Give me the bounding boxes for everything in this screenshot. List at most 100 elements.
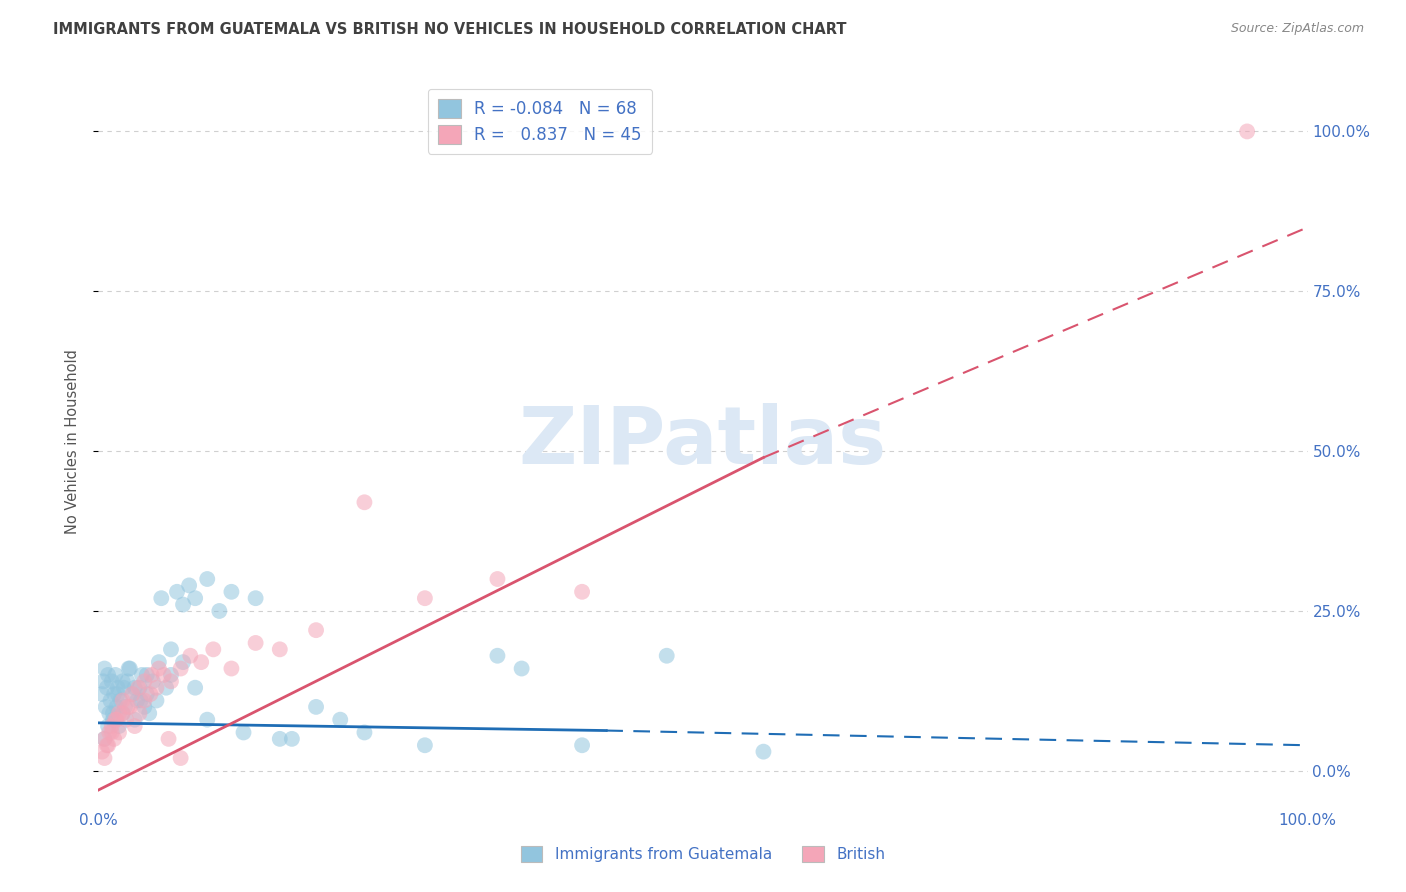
Point: [134, 693, 156, 707]
Text: ZIPatlas: ZIPatlas: [519, 402, 887, 481]
Point: [127, 681, 149, 695]
Point: [97, 719, 120, 733]
Point: [111, 706, 134, 721]
Point: [486, 648, 509, 663]
Point: [190, 655, 212, 669]
Point: [145, 681, 167, 695]
Point: [98, 706, 121, 721]
Point: [93, 731, 115, 746]
Point: [104, 713, 127, 727]
Point: [221, 584, 243, 599]
Point: [124, 681, 146, 695]
Point: [353, 495, 375, 509]
Point: [305, 699, 328, 714]
Point: [172, 655, 194, 669]
Point: [97, 668, 120, 682]
Point: [103, 687, 125, 701]
Point: [486, 572, 509, 586]
Point: [93, 751, 115, 765]
Point: [117, 699, 139, 714]
Point: [128, 706, 150, 721]
Point: [112, 681, 135, 695]
Point: [108, 706, 131, 721]
Point: [128, 681, 150, 695]
Point: [93, 661, 115, 675]
Point: [571, 584, 593, 599]
Point: [184, 591, 207, 606]
Point: [752, 745, 775, 759]
Point: [111, 706, 134, 721]
Point: [139, 687, 162, 701]
Point: [184, 681, 207, 695]
Point: [104, 668, 127, 682]
Point: [160, 668, 183, 682]
Legend: R = -0.084   N = 68, R =   0.837   N = 45: R = -0.084 N = 68, R = 0.837 N = 45: [427, 88, 652, 153]
Point: [202, 642, 225, 657]
Point: [305, 623, 328, 637]
Point: [413, 738, 436, 752]
Point: [127, 693, 149, 707]
Point: [148, 661, 170, 675]
Point: [510, 661, 533, 675]
Point: [281, 731, 304, 746]
Point: [91, 687, 114, 701]
Point: [172, 598, 194, 612]
Point: [221, 661, 243, 675]
Point: [131, 668, 153, 682]
Point: [105, 699, 128, 714]
Point: [124, 719, 146, 733]
Point: [413, 591, 436, 606]
Point: [245, 636, 267, 650]
Point: [208, 604, 231, 618]
Point: [100, 693, 122, 707]
Point: [134, 699, 156, 714]
Point: [98, 725, 121, 739]
Point: [111, 674, 134, 689]
Point: [129, 693, 152, 707]
Point: [195, 713, 218, 727]
Point: [111, 693, 134, 707]
Point: [118, 699, 141, 714]
Point: [101, 706, 124, 721]
Point: [96, 681, 118, 695]
Point: [100, 719, 122, 733]
Point: [353, 725, 375, 739]
Point: [134, 674, 156, 689]
Point: [148, 655, 170, 669]
Point: [135, 668, 157, 682]
Point: [117, 674, 139, 689]
Point: [195, 572, 218, 586]
Point: [114, 699, 136, 714]
Point: [179, 648, 201, 663]
Point: [124, 713, 146, 727]
Point: [169, 751, 191, 765]
Y-axis label: No Vehicles in Household: No Vehicles in Household: [65, 349, 80, 534]
Text: IMMIGRANTS FROM GUATEMALA VS BRITISH NO VEHICLES IN HOUSEHOLD CORRELATION CHART: IMMIGRANTS FROM GUATEMALA VS BRITISH NO …: [53, 22, 846, 37]
Legend: Immigrants from Guatemala, British: Immigrants from Guatemala, British: [515, 840, 891, 868]
Point: [101, 713, 124, 727]
Point: [155, 681, 177, 695]
Point: [138, 706, 160, 721]
Point: [142, 674, 165, 689]
Point: [118, 661, 141, 675]
Point: [655, 648, 678, 663]
Point: [329, 713, 352, 727]
Point: [121, 687, 143, 701]
Point: [141, 668, 163, 682]
Point: [100, 674, 122, 689]
Point: [152, 668, 174, 682]
Point: [103, 731, 125, 746]
Point: [135, 687, 157, 701]
Point: [157, 731, 180, 746]
Point: [571, 738, 593, 752]
Point: [160, 674, 183, 689]
Point: [107, 687, 129, 701]
Point: [121, 687, 143, 701]
Point: [105, 713, 128, 727]
Point: [160, 642, 183, 657]
Point: [118, 661, 141, 675]
Point: [91, 674, 114, 689]
Point: [115, 713, 138, 727]
Point: [1236, 124, 1258, 138]
Point: [179, 578, 201, 592]
